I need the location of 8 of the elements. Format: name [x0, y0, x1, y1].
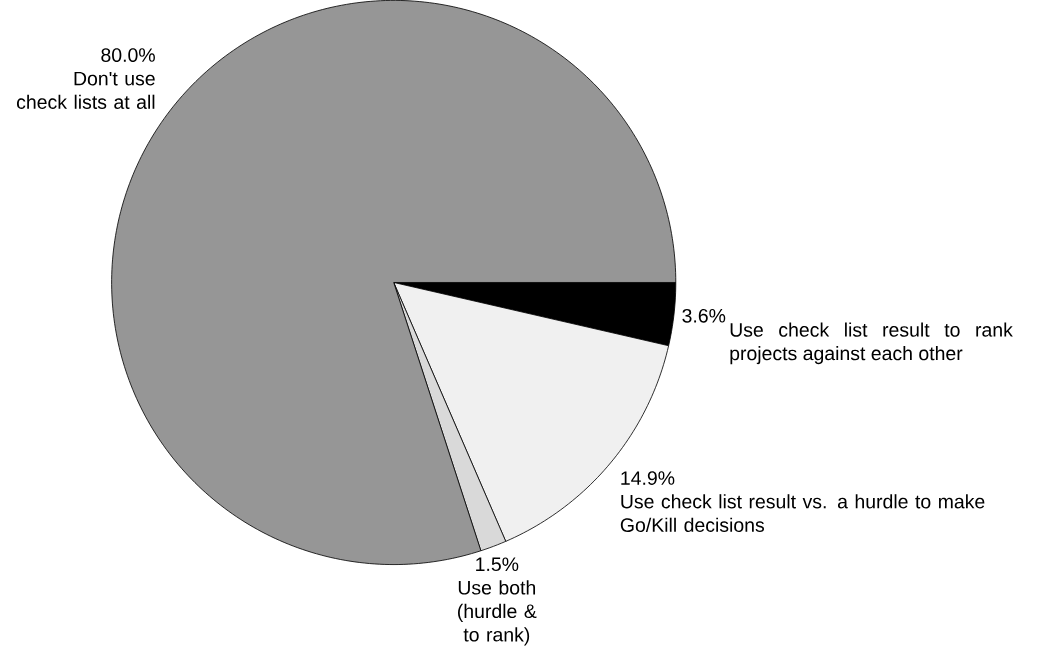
slice-label: Use check list result to rank projects against each other — [730, 322, 1013, 365]
data-label: 3.6% — [682, 308, 726, 323]
data-label: 80.0% — [101, 48, 155, 62]
slice-label: Use both (hurdle & to rank) — [458, 580, 537, 646]
slice-label: Use check list result vs. a hurdle to make Go/Kill decisions — [620, 494, 985, 532]
slice-label: Don't use check lists at all — [16, 71, 155, 109]
data-label: 1.5% — [476, 557, 519, 572]
data-label: 14.9% — [621, 471, 675, 485]
